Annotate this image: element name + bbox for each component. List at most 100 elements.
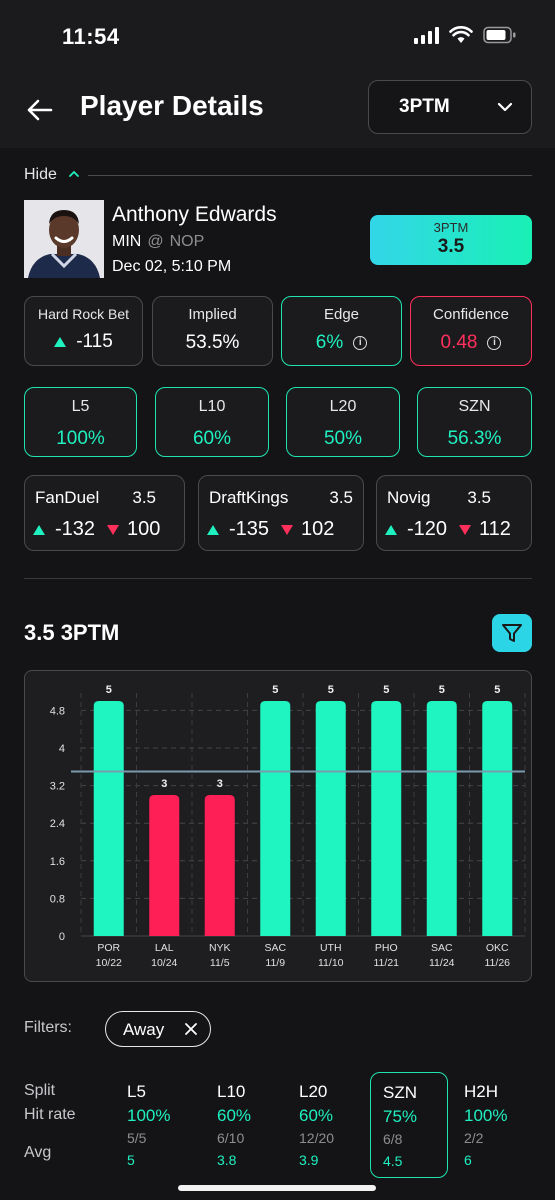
- section-divider: [24, 578, 532, 579]
- hit-rate-value: 100%: [56, 428, 105, 449]
- split-column-l20[interactable]: L20 60% 12/20 3.9: [287, 1072, 365, 1178]
- split-label: L10: [217, 1082, 246, 1101]
- bar: [426, 701, 457, 936]
- confidence-card: Confidence 0.48 i: [410, 296, 532, 366]
- page-title: Player Details: [80, 90, 264, 121]
- split-fraction: 6/8: [383, 1131, 403, 1147]
- back-arrow-icon[interactable]: [24, 94, 56, 126]
- bar: [149, 795, 180, 936]
- confidence-row: 0.48 i: [411, 332, 531, 354]
- player-name: Anthony Edwards: [112, 203, 277, 226]
- bar-data-label: 5: [439, 684, 445, 696]
- split-rate: 100%: [464, 1106, 508, 1125]
- hit-rate-label: L10: [198, 398, 226, 415]
- bar-data-label: 5: [272, 684, 278, 696]
- filter-button[interactable]: [492, 614, 532, 652]
- player-avatar: [24, 200, 104, 278]
- info-icon[interactable]: i: [487, 335, 502, 350]
- split-column-h2h[interactable]: H2H 100% 2/2 6: [452, 1072, 530, 1178]
- book-odds-row: -115: [25, 331, 142, 353]
- book-odds-title: Hard Rock Bet: [37, 306, 130, 322]
- sportsbook-card-novig[interactable]: Novig 3.5 -120 112: [376, 475, 532, 551]
- wifi-icon: [449, 26, 473, 43]
- split-rate: 100%: [127, 1106, 171, 1125]
- status-time: 11:54: [62, 24, 120, 49]
- stat-type-dropdown[interactable]: 3PTM: [368, 80, 532, 134]
- down-triangle-icon: [107, 524, 120, 535]
- sportsbook-line: 3.5: [329, 488, 353, 507]
- down-triangle-icon: [459, 524, 472, 535]
- x-category-label: SAC: [264, 942, 286, 954]
- hit-rate-label: L20: [329, 398, 357, 415]
- home-indicator[interactable]: [178, 1185, 376, 1191]
- bar-data-label: 5: [494, 684, 500, 696]
- filter-chip-away[interactable]: Away: [105, 1011, 211, 1047]
- over-odds: -135: [229, 518, 270, 540]
- hit-rate-card-l5[interactable]: L5 100%: [24, 387, 137, 457]
- split-column-l10[interactable]: L10 60% 6/10 3.8: [205, 1072, 283, 1178]
- hit-rate-card-szn[interactable]: SZN 56.3%: [417, 387, 532, 457]
- sportsbook-card-fanduel[interactable]: FanDuel 3.5 -132 100: [24, 475, 185, 551]
- x-date-label: 11/10: [318, 957, 344, 969]
- edge-title: Edge: [323, 306, 360, 323]
- x-date-label: 10/24: [151, 957, 177, 969]
- y-tick-label: 2.4: [50, 818, 65, 830]
- avg-row-label: Avg: [24, 1144, 52, 1161]
- bar-data-label: 5: [328, 684, 334, 696]
- bar: [260, 701, 291, 936]
- close-icon[interactable]: [184, 1022, 198, 1036]
- over-odds: -120: [407, 518, 448, 540]
- prop-line-chip[interactable]: 3PTM 3.5: [370, 215, 532, 265]
- confidence-title: Confidence: [433, 306, 509, 323]
- sportsbook-name: FanDuel: [35, 488, 100, 507]
- hit-rate-card-l10[interactable]: L10 60%: [155, 387, 269, 457]
- x-category-label: LAL: [155, 942, 174, 954]
- status-bar: 11:54: [0, 0, 555, 74]
- hit-rate-label: L5: [71, 398, 90, 415]
- opponent-abbr: NOP: [169, 233, 205, 250]
- x-date-label: 11/21: [374, 957, 400, 969]
- hit-rate-value: 50%: [323, 428, 363, 449]
- sportsbook-name: Novig: [387, 488, 431, 507]
- bar: [204, 795, 235, 936]
- filter-chip-label: Away: [123, 1020, 165, 1039]
- y-tick-label: 1.6: [50, 856, 65, 868]
- split-fraction: 6/10: [217, 1130, 245, 1146]
- x-date-label: 10/22: [96, 957, 122, 969]
- hit-rate-label: SZN: [458, 398, 491, 415]
- chevron-down-icon: [497, 102, 513, 112]
- sportsbook-name: DraftKings: [209, 488, 289, 507]
- team-abbr: MIN: [112, 233, 142, 250]
- split-label: L5: [127, 1082, 146, 1101]
- hit-rate-row-label: Hit rate: [24, 1106, 76, 1123]
- split-avg: 4.5: [383, 1153, 403, 1169]
- edge-row: 6% i: [282, 332, 401, 354]
- cellular-signal-icon: [414, 26, 439, 44]
- split-fraction: 5/5: [127, 1130, 147, 1146]
- bar-data-label: 5: [383, 684, 389, 696]
- split-label: SZN: [383, 1083, 417, 1102]
- x-category-label: OKC: [486, 942, 509, 954]
- edge-value: 6%: [315, 332, 344, 353]
- game-time: Dec 02, 5:10 PM: [112, 258, 232, 275]
- app-header: Player Details 3PTM: [0, 74, 555, 148]
- split-label: L20: [299, 1082, 328, 1101]
- hide-toggle[interactable]: Hide: [24, 166, 532, 186]
- battery-icon: [483, 26, 516, 44]
- split-column-l5[interactable]: L5 100% 5/5 5: [115, 1072, 193, 1178]
- hit-rate-card-l20[interactable]: L20 50%: [286, 387, 400, 457]
- chart-title: 3.5 3PTM: [24, 620, 120, 645]
- up-triangle-icon: [54, 336, 67, 347]
- y-tick-label: 4: [59, 743, 65, 755]
- split-avg: 3.8: [217, 1152, 237, 1168]
- hit-rate-value: 56.3%: [447, 428, 502, 449]
- x-category-label: SAC: [431, 942, 453, 954]
- x-date-label: 11/24: [429, 957, 455, 969]
- split-column-szn[interactable]: SZN 75% 6/8 4.5: [370, 1072, 448, 1178]
- x-category-label: UTH: [320, 942, 342, 954]
- sportsbook-card-draftkings[interactable]: DraftKings 3.5 -135 102: [198, 475, 364, 551]
- y-tick-label: 0.8: [50, 893, 65, 905]
- info-icon[interactable]: i: [353, 335, 368, 350]
- bar: [371, 701, 402, 936]
- under-odds: 112: [479, 518, 511, 540]
